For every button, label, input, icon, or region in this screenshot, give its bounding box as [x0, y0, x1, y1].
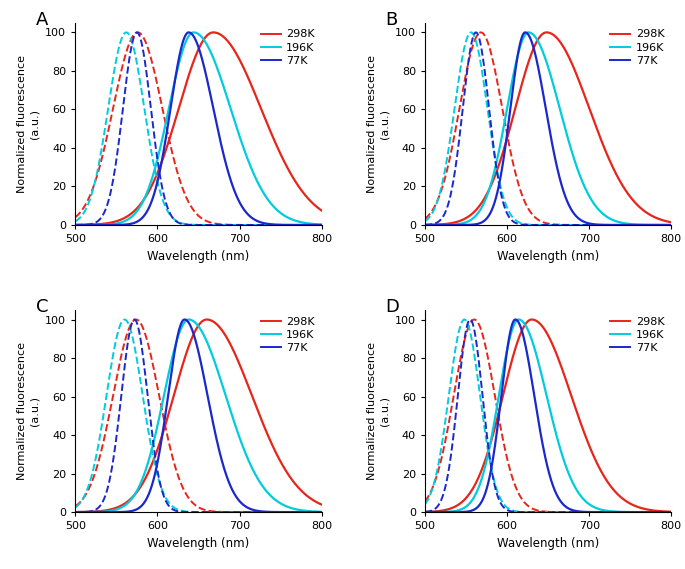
- Text: A: A: [36, 11, 49, 28]
- Legend: 298K, 196K, 77K: 298K, 196K, 77K: [606, 312, 669, 358]
- Legend: 298K, 196K, 77K: 298K, 196K, 77K: [256, 312, 319, 358]
- Legend: 298K, 196K, 77K: 298K, 196K, 77K: [606, 25, 669, 71]
- X-axis label: Wavelength (nm): Wavelength (nm): [147, 537, 249, 550]
- Text: B: B: [386, 11, 398, 28]
- Y-axis label: Normalized fluorescence
(a.u.): Normalized fluorescence (a.u.): [367, 55, 390, 193]
- Legend: 298K, 196K, 77K: 298K, 196K, 77K: [256, 25, 319, 71]
- X-axis label: Wavelength (nm): Wavelength (nm): [497, 537, 599, 550]
- Text: D: D: [386, 298, 399, 316]
- X-axis label: Wavelength (nm): Wavelength (nm): [497, 250, 599, 262]
- Text: C: C: [36, 298, 49, 316]
- Y-axis label: Normalized fluorescence
(a.u.): Normalized fluorescence (a.u.): [367, 342, 390, 480]
- X-axis label: Wavelength (nm): Wavelength (nm): [147, 250, 249, 262]
- Y-axis label: Normalized fluorescence
(a.u.): Normalized fluorescence (a.u.): [17, 342, 40, 480]
- Y-axis label: Normalized fluorescence
(a.u.): Normalized fluorescence (a.u.): [17, 55, 40, 193]
